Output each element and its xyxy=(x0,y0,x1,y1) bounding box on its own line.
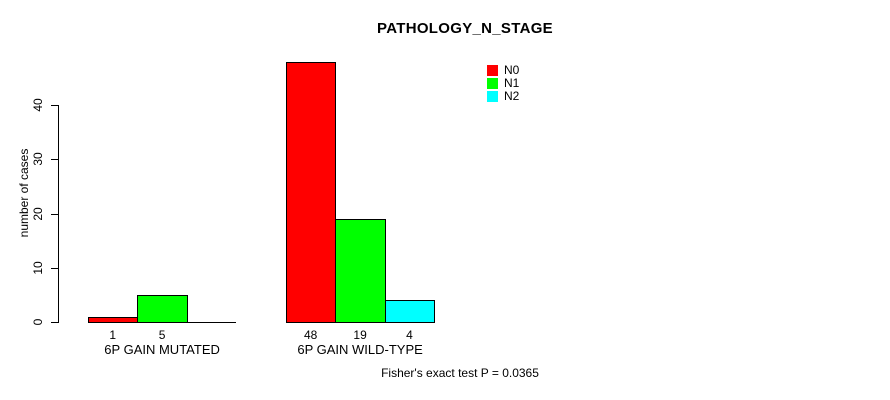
y-axis-tick-label: 20 xyxy=(31,206,45,221)
legend-label: N0 xyxy=(504,63,520,77)
category-label: 6P GAIN MUTATED xyxy=(104,342,220,357)
bar-value-label: 4 xyxy=(406,328,413,342)
y-axis-tick xyxy=(51,213,58,215)
legend-swatch-N2 xyxy=(487,90,498,102)
legend-row-N0: N0 xyxy=(487,64,519,76)
y-axis-tick xyxy=(51,322,58,323)
bar-N0-group1 xyxy=(88,317,138,323)
legend-swatch-N0 xyxy=(487,64,498,76)
bar-value-label: 19 xyxy=(353,328,367,342)
bar-value-label: 48 xyxy=(304,328,318,342)
legend-swatch-N1 xyxy=(487,77,498,89)
bar-value-label: 1 xyxy=(109,328,117,342)
y-axis-tick-label: 30 xyxy=(31,152,45,166)
y-axis-title: number of cases xyxy=(17,148,31,238)
y-axis-tick-label: 0 xyxy=(31,318,45,326)
bar-N0-group2 xyxy=(286,62,336,323)
bar-N1-group1 xyxy=(137,295,188,323)
bar-value-label: 5 xyxy=(158,328,166,342)
y-axis-tick-label: 10 xyxy=(31,261,45,275)
legend-row-N2: N2 xyxy=(487,90,519,102)
y-axis-tick xyxy=(51,267,58,269)
y-axis-tick-label: 40 xyxy=(31,98,45,112)
legend-row-N1: N1 xyxy=(487,77,519,89)
legend-label: N1 xyxy=(504,76,520,90)
y-axis-tick xyxy=(51,159,58,161)
bar-N1-group2 xyxy=(335,219,386,323)
bar-N2-group2 xyxy=(385,300,435,323)
y-axis-tick xyxy=(51,105,58,106)
chart-title: PATHOLOGY_N_STAGE xyxy=(377,20,553,37)
category-label: 6P GAIN WILD-TYPE xyxy=(297,342,423,357)
footnote: Fisher's exact test P = 0.0365 xyxy=(381,366,539,380)
legend: N0 N1 N2 xyxy=(487,64,519,103)
legend-label: N2 xyxy=(504,89,520,103)
y-axis-line xyxy=(58,105,59,323)
